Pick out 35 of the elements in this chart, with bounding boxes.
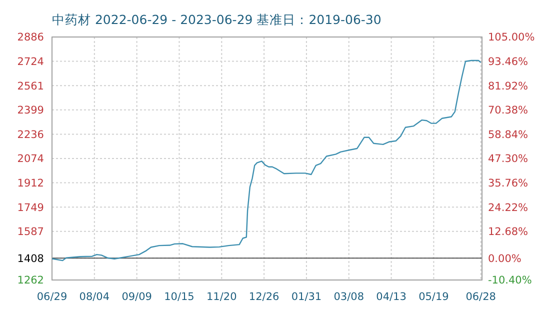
y2-tick-label: 12.68% [488, 226, 528, 238]
y2-tick-label: 24.22% [488, 202, 528, 214]
y2-tick-label: 0.00% [488, 252, 522, 265]
x-tick-label: 05/19 [418, 291, 449, 303]
y2-tick-label: -10.40% [488, 274, 532, 287]
x-tick-label: 01/31 [291, 291, 322, 303]
y2-tick-label: 93.46% [488, 56, 528, 68]
y-tick-label: 1408 [17, 252, 44, 265]
x-tick-label: 10/15 [164, 291, 194, 303]
x-tick-label: 03/08 [334, 291, 364, 303]
y-tick-label: 2561 [17, 80, 44, 92]
y-tick-label: 2074 [17, 153, 44, 166]
y2-tick-label: 105.00% [488, 32, 535, 44]
line-series [51, 60, 482, 262]
y-tick-label: 1749 [17, 202, 44, 214]
y-tick-label: 2724 [17, 56, 44, 68]
x-tick-label: 04/13 [376, 291, 406, 303]
y-tick-label: 1587 [17, 226, 44, 238]
x-tick-label: 11/20 [206, 291, 237, 303]
x-tick-label: 12/26 [248, 291, 280, 303]
x-tick-label: 06/29 [36, 291, 68, 303]
x-tick-label: 08/04 [79, 291, 110, 303]
y2-tick-label: 58.84% [488, 128, 528, 141]
y2-tick-label: 47.30% [488, 153, 528, 166]
x-tick-label: 09/09 [122, 291, 152, 303]
y2-tick-label: 70.38% [488, 104, 528, 117]
y-tick-label: 1262 [17, 274, 44, 287]
y-tick-label: 2886 [17, 32, 44, 44]
y-tick-label: 2399 [17, 104, 44, 117]
y2-tick-label: 81.92% [488, 80, 528, 92]
y2-tick-label: 35.76% [488, 177, 528, 190]
y-tick-label: 1912 [17, 177, 44, 190]
chart-title: 中药材 2022-06-29 - 2023-06-29 基准日：2019-06-30 [52, 12, 382, 27]
x-tick-label: 06/28 [466, 291, 496, 303]
y-tick-label: 2236 [17, 128, 44, 141]
